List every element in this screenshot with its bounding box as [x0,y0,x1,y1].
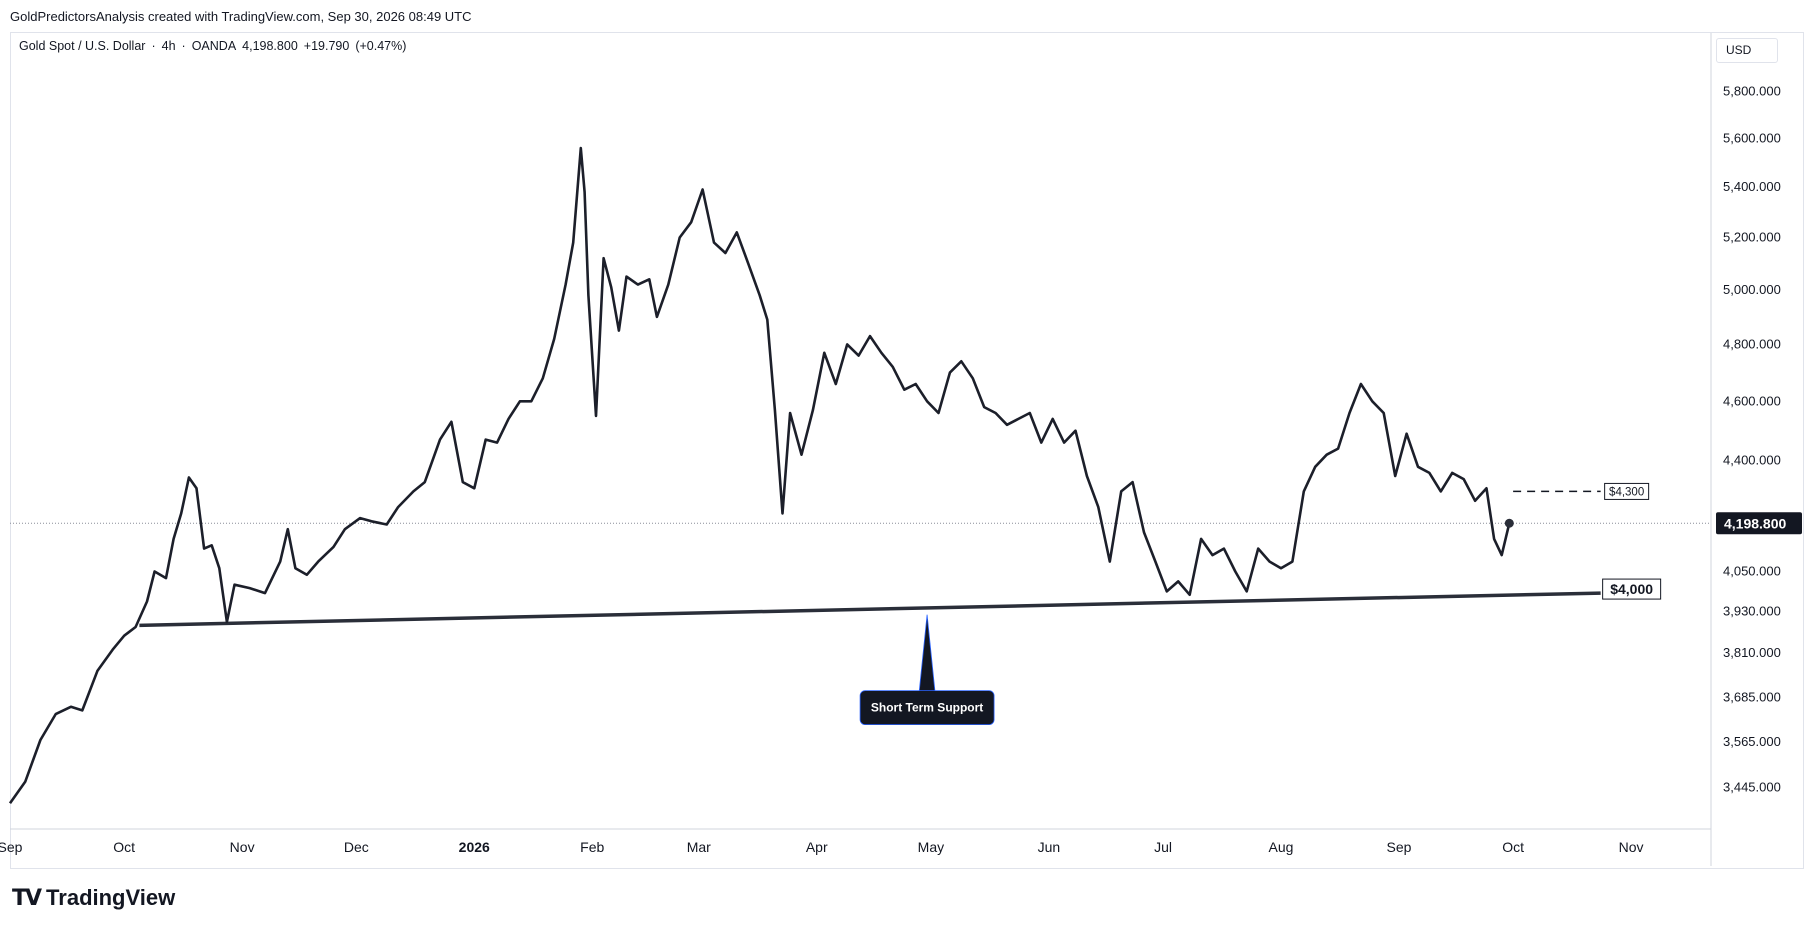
chart-frame [10,32,1804,869]
price-series-line[interactable] [8,146,1511,804]
last-price-marker [1504,518,1514,528]
x-tick-label: May [918,839,944,855]
tradingview-logo[interactable]: TV TradingView [12,885,175,911]
tradingview-logo-icon: TV [12,885,42,911]
symbol-legend[interactable]: Gold Spot / U.S. Dollar · 4h · OANDA 4,198.80… [19,39,412,53]
x-tick-label: Sep [1386,839,1411,855]
callout-text: Short Term Support [871,701,983,715]
x-tick-label: Oct [113,839,135,855]
y-tick-label: 3,810.000 [1723,645,1781,660]
chart-attribution: GoldPredictorsAnalysis created with Trad… [10,9,472,24]
x-tick-label: Nov [230,839,255,855]
y-tick-label: 4,050.000 [1723,563,1781,578]
x-tick-label: Jul [1154,839,1172,855]
x-tick-label: Oct [1502,839,1524,855]
callout-box[interactable] [859,690,995,726]
y-tick-label: 4,600.000 [1723,393,1781,408]
symbol-interval: 4h [161,39,176,53]
support-trendline[interactable] [139,591,1601,628]
y-tick-label: 5,600.000 [1723,130,1781,145]
symbol-broker: OANDA [191,39,237,53]
y-tick-label: 5,400.000 [1723,179,1781,194]
y-tick-label: 3,565.000 [1723,734,1781,749]
separator-dot: · [181,39,186,53]
x-tick-label: 2026 [459,839,490,855]
last-price-axis-label: 4,198.800 [1724,515,1786,531]
support-label-box [1602,578,1662,600]
y-tick-label: 3,445.000 [1723,780,1781,795]
y-tick-label: 5,200.000 [1723,230,1781,245]
resistance-label-box [1604,482,1650,500]
resistance-label: $4,300 [1609,486,1644,498]
x-tick-label: Apr [806,839,828,855]
x-tick-label: Aug [1269,839,1294,855]
x-tick-label: Mar [687,839,711,855]
callout-pointer [918,614,936,694]
x-tick-label: Feb [580,839,604,855]
y-tick-label: 3,930.000 [1723,604,1781,619]
separator-dot: · [151,39,156,53]
y-tick-label: 5,800.000 [1723,84,1781,99]
x-tick-label: Sep [0,839,23,855]
y-tick-label: 4,400.000 [1723,453,1781,468]
y-tick-label: 5,000.000 [1723,282,1781,297]
symbol-name: Gold Spot / U.S. Dollar [19,39,146,53]
support-label: $4,000 [1610,581,1653,597]
x-tick-label: Dec [344,839,369,855]
x-tick-label: Jun [1038,839,1061,855]
y-tick-label: 3,685.000 [1723,690,1781,705]
x-tick-label: Nov [1619,839,1644,855]
tradingview-wordmark: TradingView [46,885,176,910]
change-percent: (+0.47%) [355,39,407,53]
last-price-axis-badge [1716,512,1802,535]
currency-button[interactable]: USD [1716,38,1778,63]
change-value: +19.790 [303,39,350,53]
last-price-value: 4,198.800 [242,39,298,53]
y-tick-label: 4,800.000 [1723,336,1781,351]
